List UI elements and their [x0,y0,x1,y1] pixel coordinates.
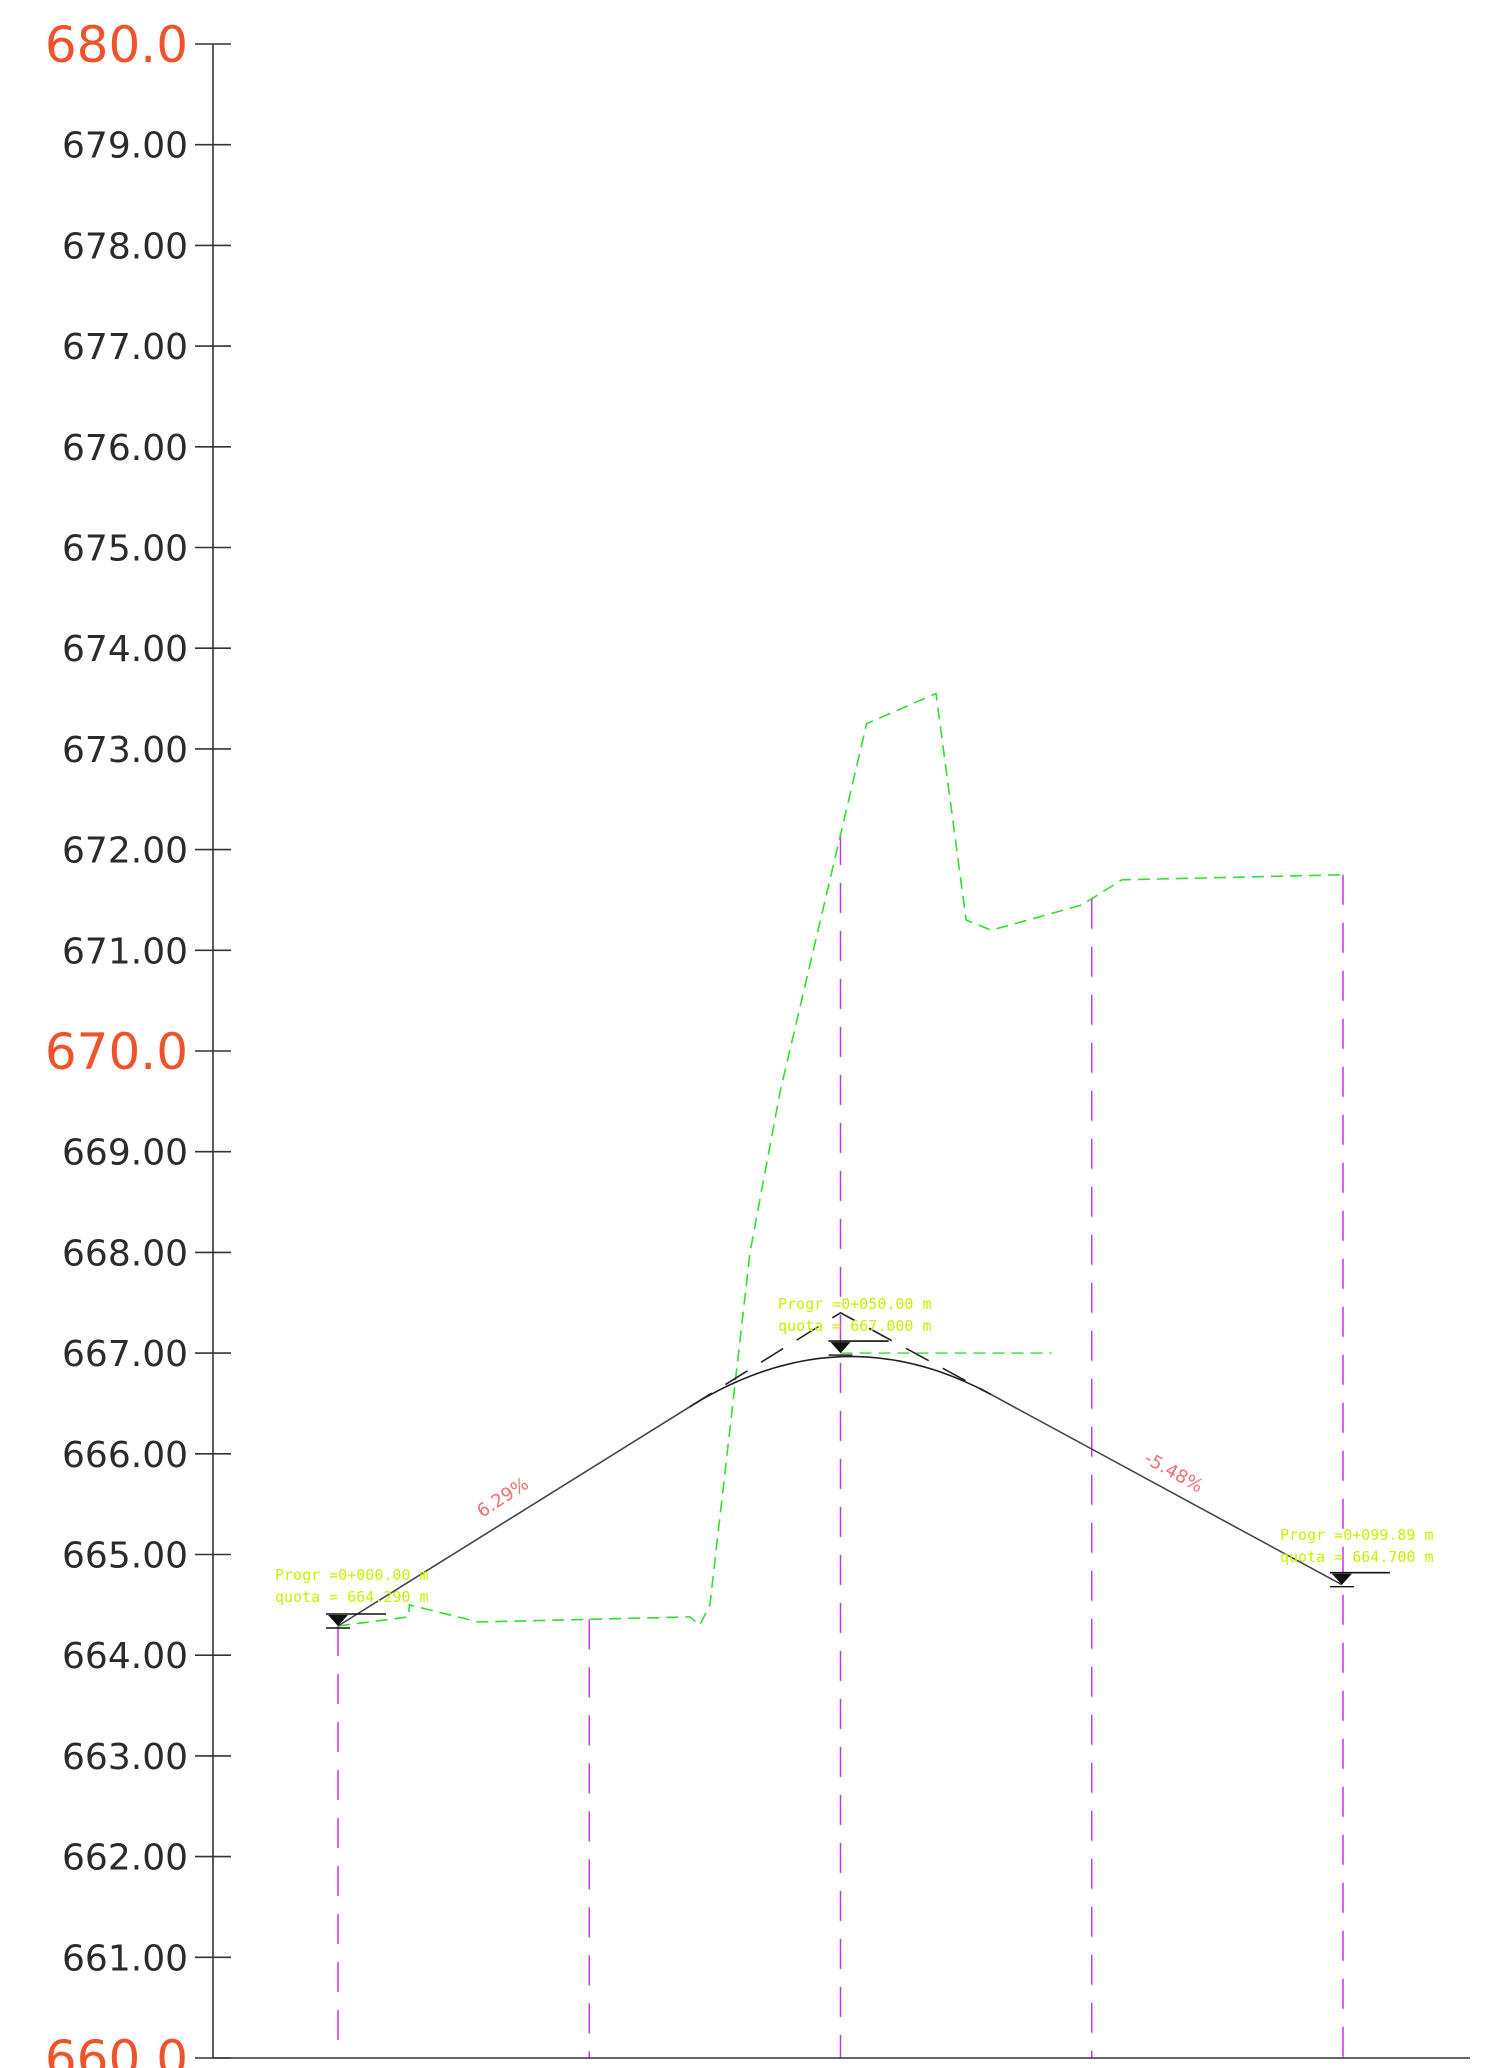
axis-tick-label: 662.00 [62,1838,188,1879]
ground-profile-layer [337,692,1343,1627]
station-lines-layer [337,834,1344,2058]
axis-tick-label: 679.00 [62,126,188,167]
axis-tick-label: 676.00 [62,428,188,469]
vertical-curve [689,1355,992,1408]
elevation-marker-icon [830,1342,851,1354]
axis-tick-label: 672.00 [62,831,188,872]
axis-tick-label: 668.00 [62,1233,188,1274]
axis-tick-label: 667.00 [62,1334,188,1375]
axis-tick-label: 669.00 [62,1133,188,1174]
design-point-1-progr: Progr =0+050.00 m [778,1295,932,1313]
axis-major-label: 680.0 [45,16,188,74]
axis-tick-label: 678.00 [62,226,188,267]
design-point-1-quota: quota = 667.000 m [778,1317,932,1335]
axis-tick-label: 666.00 [62,1435,188,1476]
elevation-marker-icon [328,1614,348,1626]
elevation-axis: 679.00 678.00 677.00 676.00 675.00 674.00 673.… [45,16,1470,2068]
axis-tick-label: 675.00 [62,529,188,570]
design-point-2-progr: Progr =0+099.89 m [1280,1526,1434,1544]
axis-tick-label: 671.00 [62,931,188,972]
ground-profile-line [337,692,1343,1627]
grade-line-down [990,1393,1343,1586]
tangent-extension [689,1311,992,1408]
axis-tick-label: 665.00 [62,1536,188,1577]
design-grade-layer [326,1311,1390,1629]
axis-major-label: 670.0 [45,1023,188,1081]
axis-tick-label: 673.00 [62,730,188,771]
grade-line-up [337,1406,691,1627]
annotations-layer: Progr =0+000.00 m quota = 664.290 m Prog… [275,1295,1434,1606]
grade-label-down: -5.48% [1141,1448,1207,1497]
axis-tick-label: 677.00 [62,327,188,368]
grade-label-up: 6.29% [473,1473,532,1522]
axis-tick-label: 663.00 [62,1737,188,1778]
design-point-2-quota: quota = 664.700 m [1280,1548,1434,1566]
axis-major-label: 660.0 [45,2030,188,2068]
axis-tick-label: 661.00 [62,1938,188,1979]
axis-tick-label: 674.00 [62,629,188,670]
design-point-0-quota: quota = 664.290 m [275,1588,429,1606]
elevation-marker-icon [1331,1573,1352,1585]
axis-tick-label: 664.00 [62,1636,188,1677]
design-point-0-progr: Progr =0+000.00 m [275,1566,429,1584]
